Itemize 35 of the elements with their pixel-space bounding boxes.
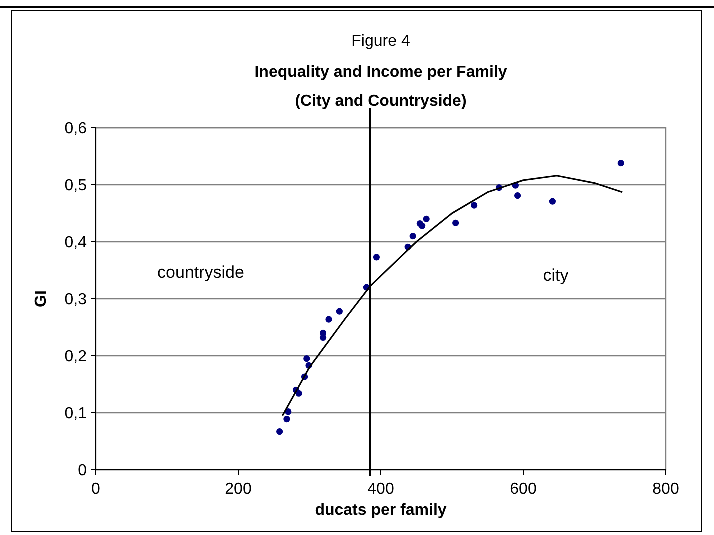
point — [336, 308, 343, 315]
y-tick-label: 0,5 — [64, 178, 88, 195]
point — [320, 334, 327, 342]
y-tick-label: 0 — [78, 462, 88, 480]
y-tick-label: 0,4 — [64, 234, 88, 252]
x-tick-label: 200 — [225, 481, 252, 498]
point — [618, 160, 624, 167]
x-tick-label: 600 — [510, 481, 537, 498]
point — [276, 428, 284, 436]
x-axis-title: ducats per family — [315, 502, 447, 519]
point — [373, 254, 380, 261]
annotation: city — [543, 266, 570, 285]
point — [296, 390, 302, 397]
point — [326, 316, 332, 323]
caption: Figure 4 — [352, 33, 410, 50]
x-tick-label: 400 — [368, 481, 394, 498]
point — [452, 220, 460, 226]
y-tick-label: 0,6 — [64, 120, 88, 138]
y-tick-label: 0,3 — [64, 292, 88, 309]
point — [410, 233, 416, 240]
chart-title: Inequality and Income per Family — [254, 64, 508, 81]
y-tick-label: 0,1 — [64, 406, 88, 423]
y-tick-label: 0,2 — [64, 348, 88, 366]
point — [284, 416, 290, 423]
x-tick-label: 0 — [92, 481, 101, 498]
point — [514, 192, 522, 200]
point — [549, 198, 556, 205]
point — [419, 222, 426, 230]
point — [304, 356, 310, 362]
x-tick-label: 800 — [652, 481, 680, 498]
annotation: countryside — [158, 263, 244, 282]
point — [423, 216, 430, 222]
chart-subtitle: (City and Countryside) — [295, 93, 467, 110]
point — [471, 202, 478, 209]
y-axis-title: GI — [33, 290, 50, 308]
